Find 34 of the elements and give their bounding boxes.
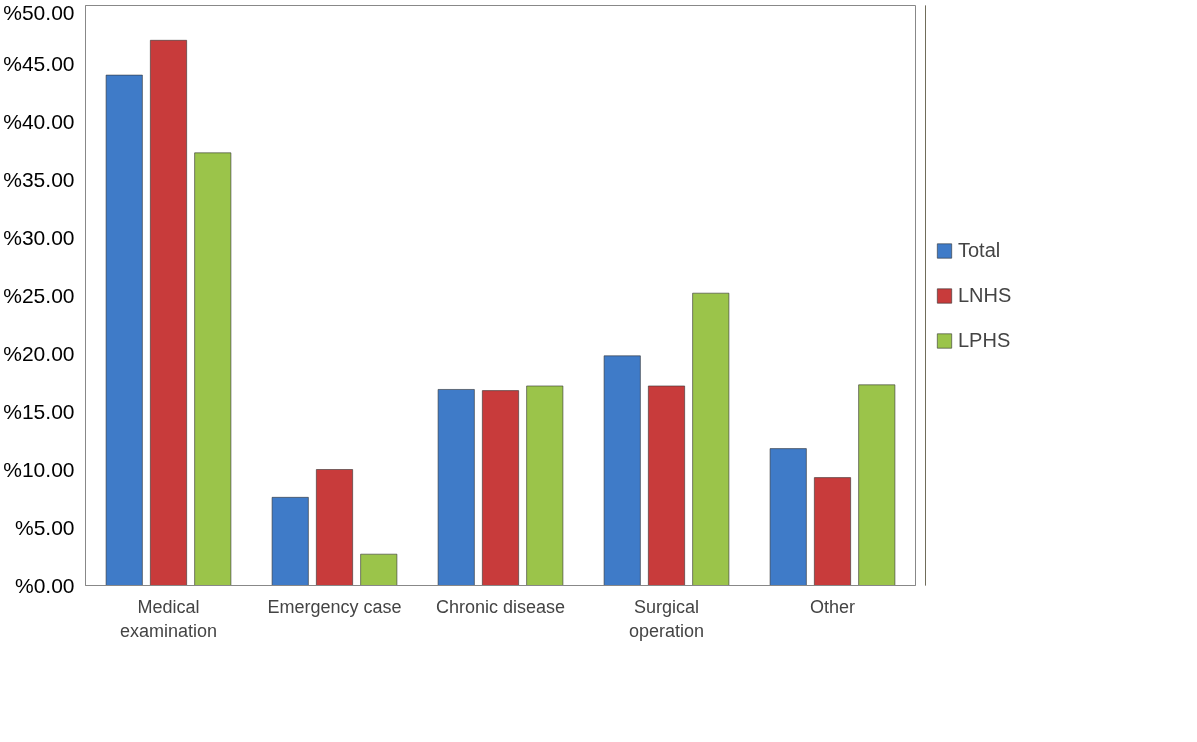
bar <box>648 385 685 586</box>
y-tick-label: %0.00 <box>14 574 75 597</box>
bar <box>482 390 519 586</box>
y-tick-label: %25.00 <box>3 284 75 307</box>
x-tick-label: Medical examination <box>119 596 218 641</box>
y-tick-label: %50.00 <box>3 0 75 24</box>
legend-label: LNHS <box>958 283 1012 307</box>
bar <box>105 74 143 586</box>
x-tick-label: Emergency case <box>267 596 402 617</box>
bar <box>814 477 851 586</box>
y-tick-label: %30.00 <box>3 226 75 249</box>
bar <box>150 40 187 586</box>
y-tick-label: %45.00 <box>3 52 75 75</box>
y-tick-label: %40.00 <box>3 110 75 133</box>
bar <box>194 152 232 586</box>
bar <box>858 384 896 586</box>
bar <box>769 448 807 586</box>
y-tick-label: %5.00 <box>14 516 75 539</box>
y-tick-label: %20.00 <box>3 342 75 365</box>
bar <box>360 553 398 586</box>
bar <box>603 355 641 586</box>
y-tick-label: %10.00 <box>3 458 75 481</box>
x-tick-label: Surgical operation <box>628 596 705 641</box>
x-tick-label: Chronic disease <box>435 596 566 617</box>
bar <box>437 389 475 586</box>
x-tick-label: Other <box>809 596 856 617</box>
y-tick-label: %35.00 <box>3 168 75 191</box>
legend-label: Total <box>958 238 1001 262</box>
legend-label: LPHS <box>958 328 1011 352</box>
bar <box>692 292 730 586</box>
bar <box>271 497 309 586</box>
bar <box>316 469 353 586</box>
bar <box>526 385 564 586</box>
y-tick-label: %15.00 <box>3 400 75 423</box>
